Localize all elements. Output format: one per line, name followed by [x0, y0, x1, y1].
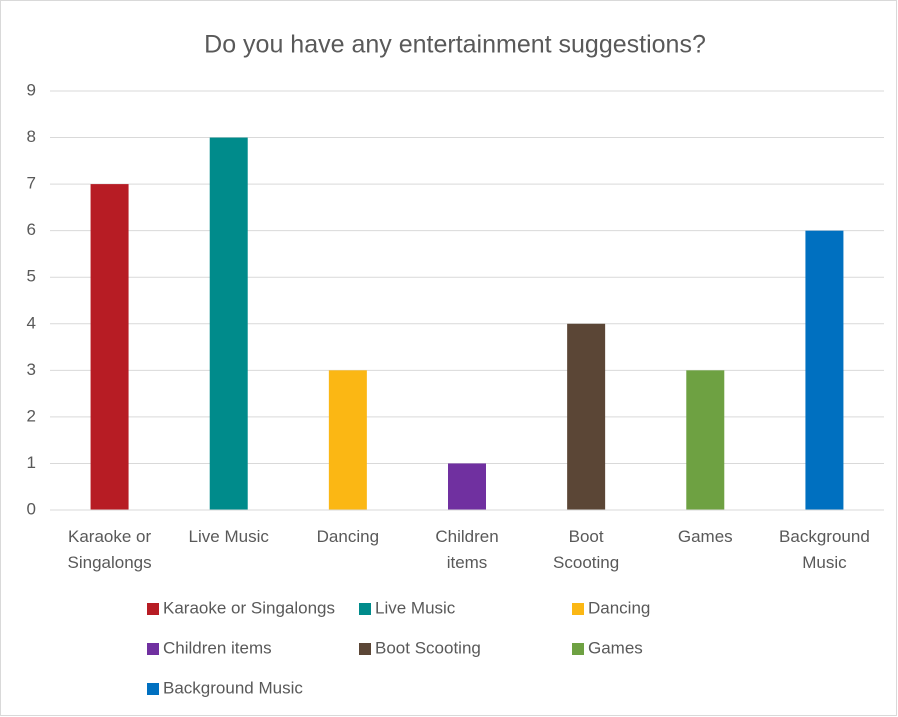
legend-label: Background Music: [163, 678, 303, 697]
y-tick-label: 8: [27, 127, 36, 146]
y-tick-label: 6: [27, 220, 36, 239]
x-tick-label: Games: [678, 527, 733, 546]
legend-label: Live Music: [375, 598, 456, 617]
bar: [209, 137, 248, 511]
y-tick-label: 0: [27, 499, 36, 518]
y-tick-label: 3: [27, 360, 36, 379]
bar: [805, 230, 844, 510]
legend-label: Dancing: [588, 598, 650, 617]
y-tick-label: 5: [27, 267, 36, 286]
x-tick-label: Karaoke or Singalongs: [68, 527, 152, 572]
legend-swatch: [359, 643, 371, 655]
legend-label: Karaoke or Singalongs: [163, 598, 335, 617]
y-tick-label: 7: [27, 174, 36, 193]
y-tick-label: 1: [27, 453, 36, 472]
x-tick-label: Dancing: [317, 527, 379, 546]
bar: [567, 323, 606, 510]
x-tick-label: Children items: [435, 527, 498, 572]
legend-swatch: [572, 643, 584, 655]
legend-label: Games: [588, 638, 643, 657]
x-tick-label: Boot Scooting: [553, 527, 619, 572]
chart-title: Do you have any entertainment suggestion…: [204, 31, 706, 59]
x-tick-label: Background Music: [779, 527, 870, 572]
legend-swatch: [147, 643, 159, 655]
bar: [448, 463, 486, 510]
legend-swatch: [147, 603, 159, 615]
y-tick-label: 2: [27, 406, 36, 425]
legend-label: Boot Scooting: [375, 638, 481, 657]
y-tick-label: 4: [27, 313, 36, 332]
bar: [328, 370, 367, 510]
bar: [90, 184, 129, 510]
legend-swatch: [147, 683, 159, 695]
legend-swatch: [359, 603, 371, 615]
legend-swatch: [572, 603, 584, 615]
x-tick-label: Live Music: [189, 527, 270, 546]
y-tick-label: 9: [27, 80, 36, 99]
bar: [686, 370, 725, 510]
legend-label: Children items: [163, 638, 272, 657]
